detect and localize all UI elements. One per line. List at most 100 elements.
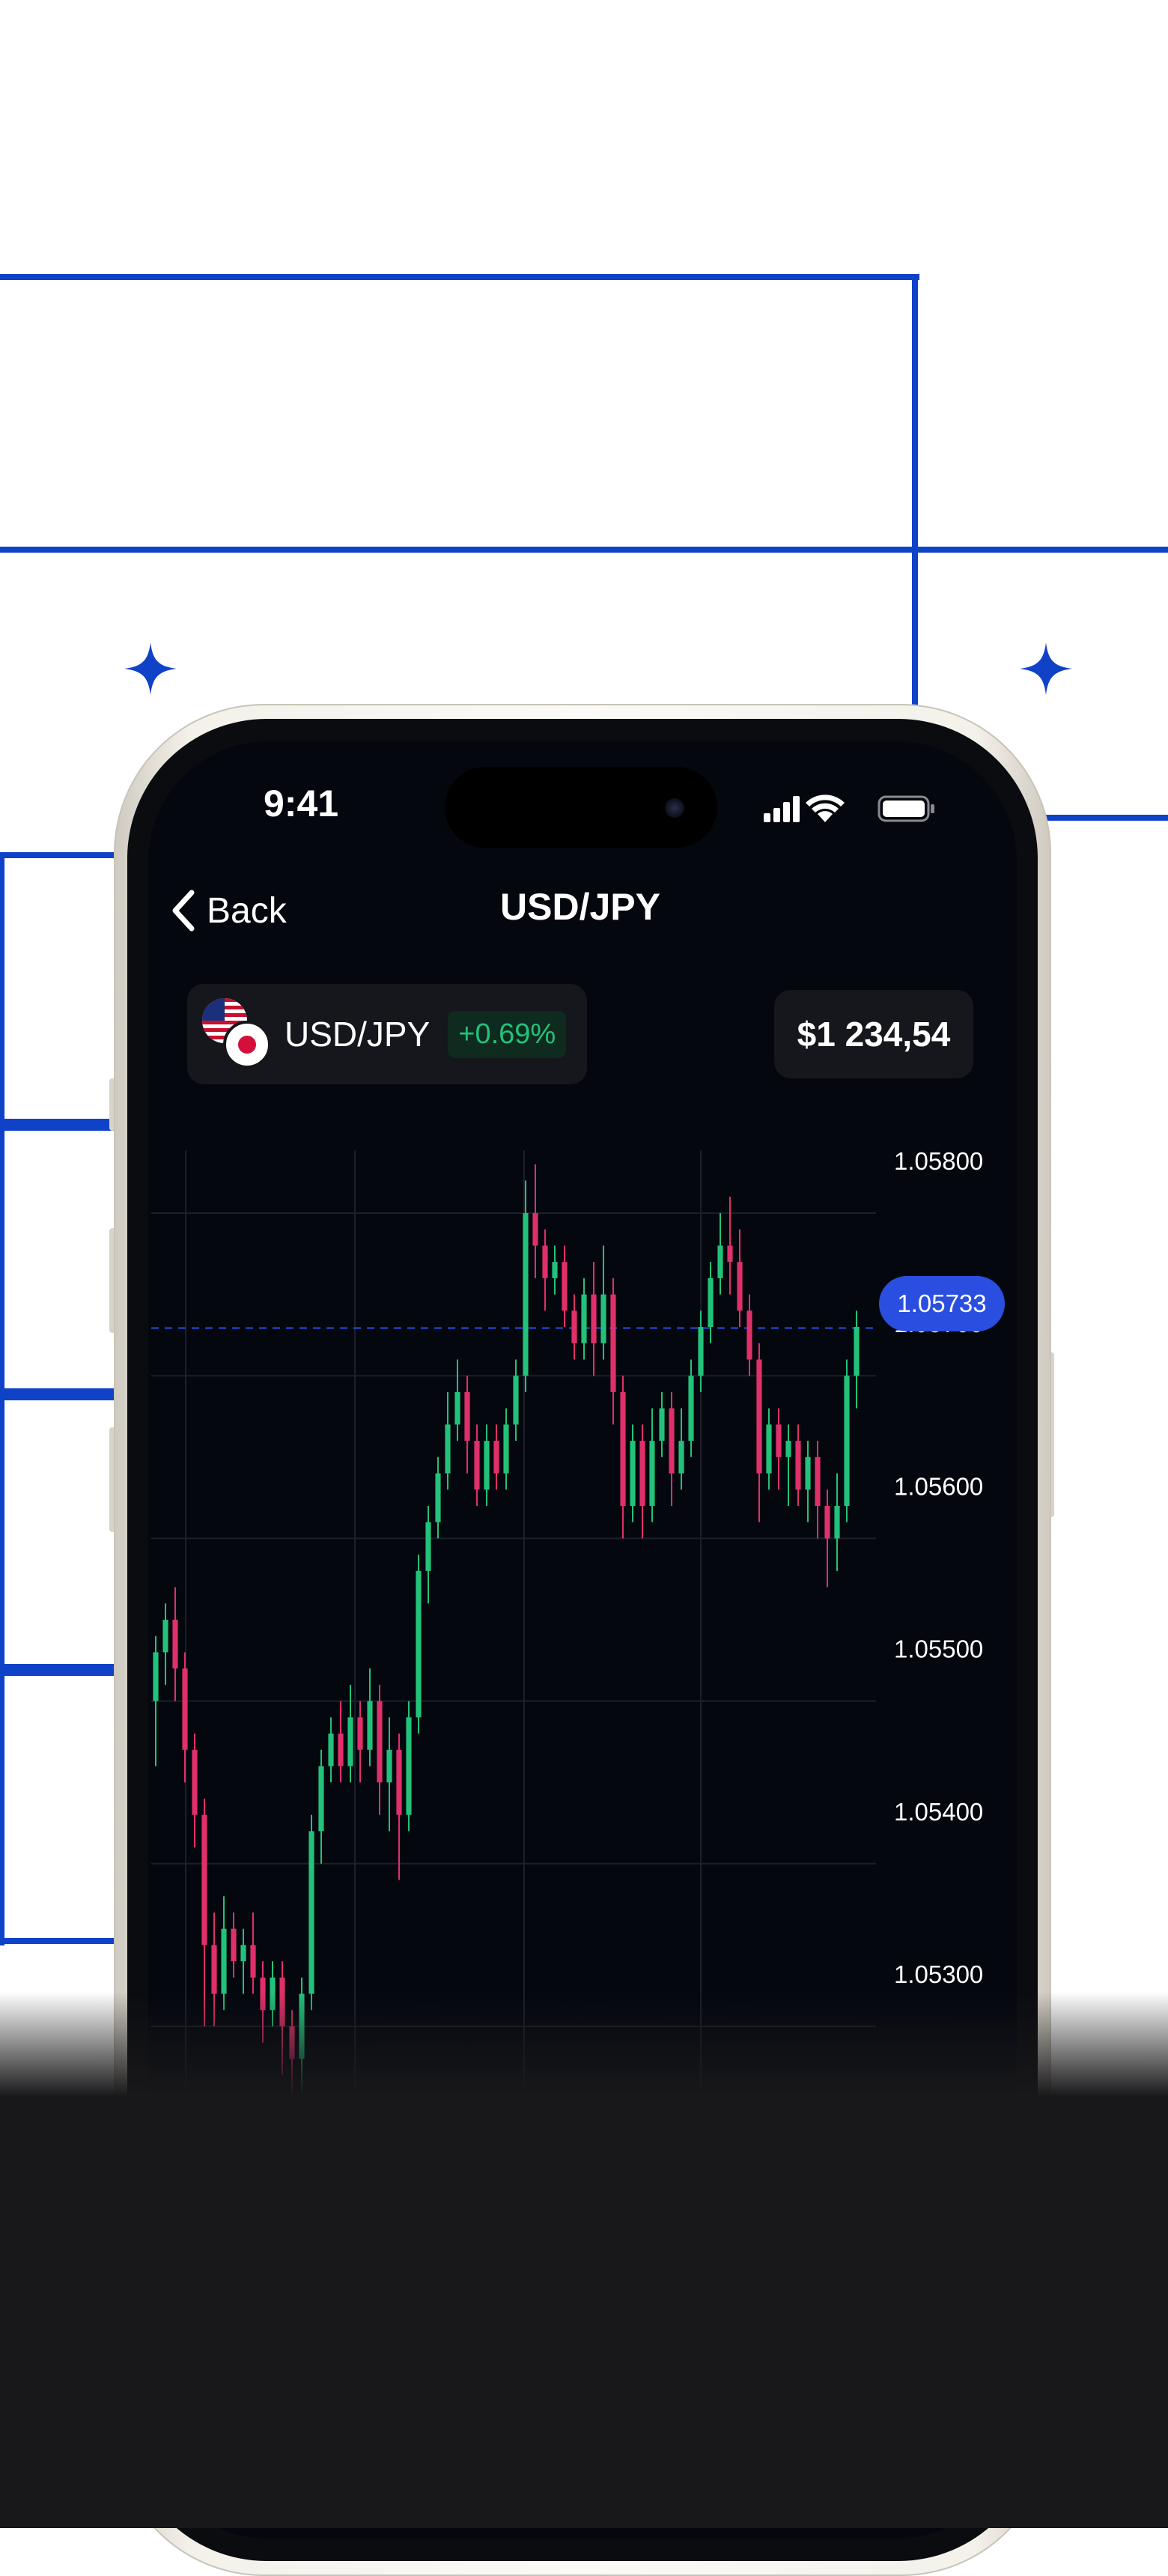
bg-line-top <box>0 274 919 280</box>
current-price-tag: 1.05733 <box>879 1276 1005 1331</box>
candle <box>834 1473 840 1571</box>
candle <box>464 1376 470 1474</box>
candle <box>231 1912 237 1978</box>
candle <box>454 1359 460 1442</box>
candle <box>649 1408 655 1522</box>
candle <box>610 1278 616 1425</box>
sparkle-icon <box>1020 643 1072 695</box>
candle <box>162 1603 168 1685</box>
candle <box>474 1424 480 1506</box>
y-tick-label: 1.05800 <box>894 1147 983 1175</box>
back-label: Back <box>207 890 287 931</box>
candle <box>669 1391 675 1506</box>
candle <box>153 1635 159 1767</box>
candle <box>386 1717 392 1832</box>
chevron-left-icon <box>172 890 195 932</box>
candle <box>338 1701 344 1783</box>
candle <box>562 1245 568 1328</box>
candle <box>240 1928 246 1994</box>
candle <box>328 1717 334 1783</box>
candle <box>250 1912 256 1994</box>
candle <box>600 1245 606 1360</box>
candle <box>221 1896 227 2011</box>
candle <box>445 1391 451 1490</box>
candle <box>756 1343 762 1522</box>
candlestick-chart[interactable]: 1.058001.057001.056001.055001.054001.053… <box>148 1123 1017 2172</box>
y-tick-label: 1.05600 <box>894 1472 983 1500</box>
candle <box>435 1456 441 1539</box>
page-title: USD/JPY <box>500 886 660 928</box>
pair-label: USD/JPY <box>285 1015 431 1054</box>
candle <box>308 1814 314 2011</box>
candle <box>357 1701 363 1783</box>
candle <box>201 1798 207 2026</box>
candle <box>678 1408 684 1490</box>
us-flag-icon <box>202 998 247 1043</box>
bg-line-left-h4 <box>0 1664 120 1676</box>
y-tick-label: 1.05300 <box>894 1960 983 1988</box>
candle <box>698 1310 704 1392</box>
phone-action-button <box>109 1078 115 1131</box>
candle <box>746 1294 752 1376</box>
candle <box>785 1424 791 1506</box>
candle <box>688 1359 694 1457</box>
bg-line-left-h3 <box>0 1388 120 1400</box>
candle <box>659 1391 665 1457</box>
candle <box>717 1213 723 1295</box>
bottom-panel <box>0 2097 1168 2528</box>
candle <box>367 1668 373 1767</box>
phone-power-button <box>1048 1352 1054 1517</box>
candle <box>766 1408 772 1490</box>
candle <box>824 1489 830 1588</box>
wifi-icon <box>806 795 845 822</box>
pair-selector[interactable]: USD/JPY +0.69% <box>187 984 587 1084</box>
pair-flags <box>202 998 274 1070</box>
phone-volume-up <box>109 1228 115 1333</box>
camera-icon <box>665 798 684 818</box>
candle <box>805 1441 811 1522</box>
candle <box>815 1441 821 1539</box>
candle <box>854 1310 860 1409</box>
bg-line-right-lower <box>1041 815 1168 821</box>
bottom-fade <box>0 1992 1168 2097</box>
candle <box>542 1229 548 1311</box>
candle <box>493 1424 499 1490</box>
candle <box>406 1701 412 1832</box>
back-button[interactable]: Back <box>169 888 287 933</box>
y-tick-label: 1.05400 <box>894 1798 983 1826</box>
battery-icon <box>877 795 934 822</box>
balance-display: $1 234,54 <box>774 990 973 1078</box>
y-tick-label: 1.05500 <box>894 1635 983 1663</box>
phone-volume-down <box>109 1427 115 1532</box>
status-time: 9:41 <box>264 783 339 824</box>
candle <box>347 1684 353 1783</box>
candle <box>552 1245 558 1295</box>
candle <box>737 1229 743 1328</box>
candle <box>844 1359 850 1522</box>
candle <box>182 1652 188 1783</box>
candle <box>532 1164 538 1278</box>
candle <box>776 1408 782 1490</box>
candle <box>571 1294 577 1360</box>
candle <box>503 1408 509 1490</box>
bg-line-left-h2 <box>0 1119 120 1131</box>
candle <box>484 1424 490 1506</box>
candle <box>513 1359 519 1442</box>
candle <box>630 1424 636 1522</box>
signal-icon <box>764 796 800 822</box>
candle <box>639 1424 645 1539</box>
candle <box>377 1684 383 1815</box>
candle <box>795 1424 801 1506</box>
candle <box>318 1749 324 1864</box>
bg-line-vertical-right <box>912 274 918 708</box>
candle <box>396 1734 402 1880</box>
change-badge: +0.69% <box>448 1010 567 1058</box>
bg-line-left-h5 <box>0 1938 120 1944</box>
bg-line-left-h1 <box>0 852 120 858</box>
candle <box>727 1197 733 1295</box>
candle <box>416 1555 422 1734</box>
sparkle-icon <box>124 643 177 695</box>
candle <box>581 1278 587 1360</box>
japan-flag-icon <box>223 1021 271 1069</box>
bg-line-middle <box>0 547 1168 553</box>
